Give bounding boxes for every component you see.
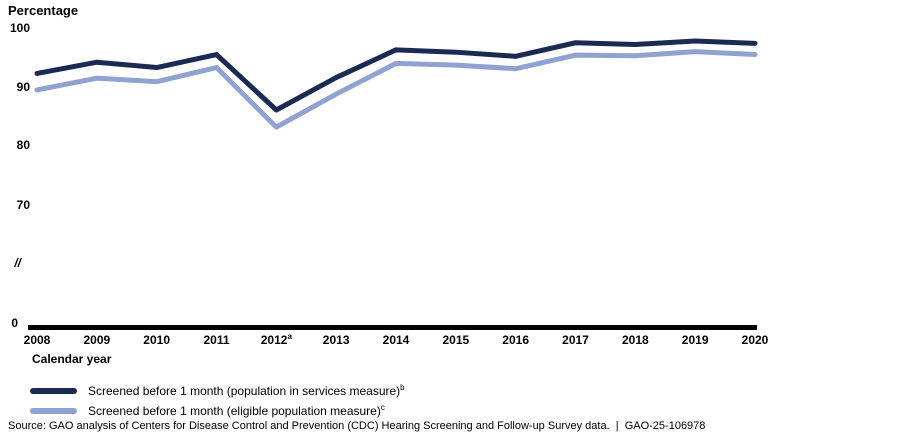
y-tick-label: 70 [16,198,30,212]
x-tick-label: 2016 [502,333,529,347]
y-tick-label: 0 [11,316,18,330]
series-line [34,38,758,113]
legend: Screened before 1 month (population in s… [30,381,405,421]
x-tick-label: 2013 [322,333,350,347]
footnote-superscript: a [287,332,292,341]
legend-swatch-line [30,408,77,414]
footnote-superscript: c [380,403,385,412]
footnote-superscript: b [400,383,405,392]
x-tick-label: 2010 [143,333,170,347]
x-tick-label: 2011 [203,333,230,347]
x-tick-label: 2019 [681,333,709,347]
y-tick-label: 100 [9,21,30,35]
x-tick-label: 2014 [382,333,410,347]
x-tick-label: 2009 [83,333,111,347]
x-axis-line [28,325,757,330]
series-line [34,49,758,130]
legend-label: Screened before 1 month (population in s… [88,383,405,399]
legend-label: Screened before 1 month (eligible popula… [88,403,385,419]
x-tick-label: 2008 [23,333,51,347]
y-tick-label: 90 [16,80,30,94]
source-note: Source: GAO analysis of Centers for Dise… [8,420,706,432]
x-tick-label: 2015 [442,333,470,347]
x-tick-label: 2020 [741,333,769,347]
y-axis-break-mark: // [14,256,21,270]
x-tick-label: 2012a [260,332,292,348]
legend-swatch-line [30,388,77,394]
legend-item: Screened before 1 month (eligible popula… [30,401,405,421]
y-axis-title: Percentage [8,3,79,18]
x-tick-label: 2018 [621,333,649,347]
legend-item: Screened before 1 month (population in s… [30,381,405,401]
x-tick-label: 2017 [562,333,589,347]
y-tick-label: 80 [16,138,30,152]
x-axis-title: Calendar year [32,352,112,366]
